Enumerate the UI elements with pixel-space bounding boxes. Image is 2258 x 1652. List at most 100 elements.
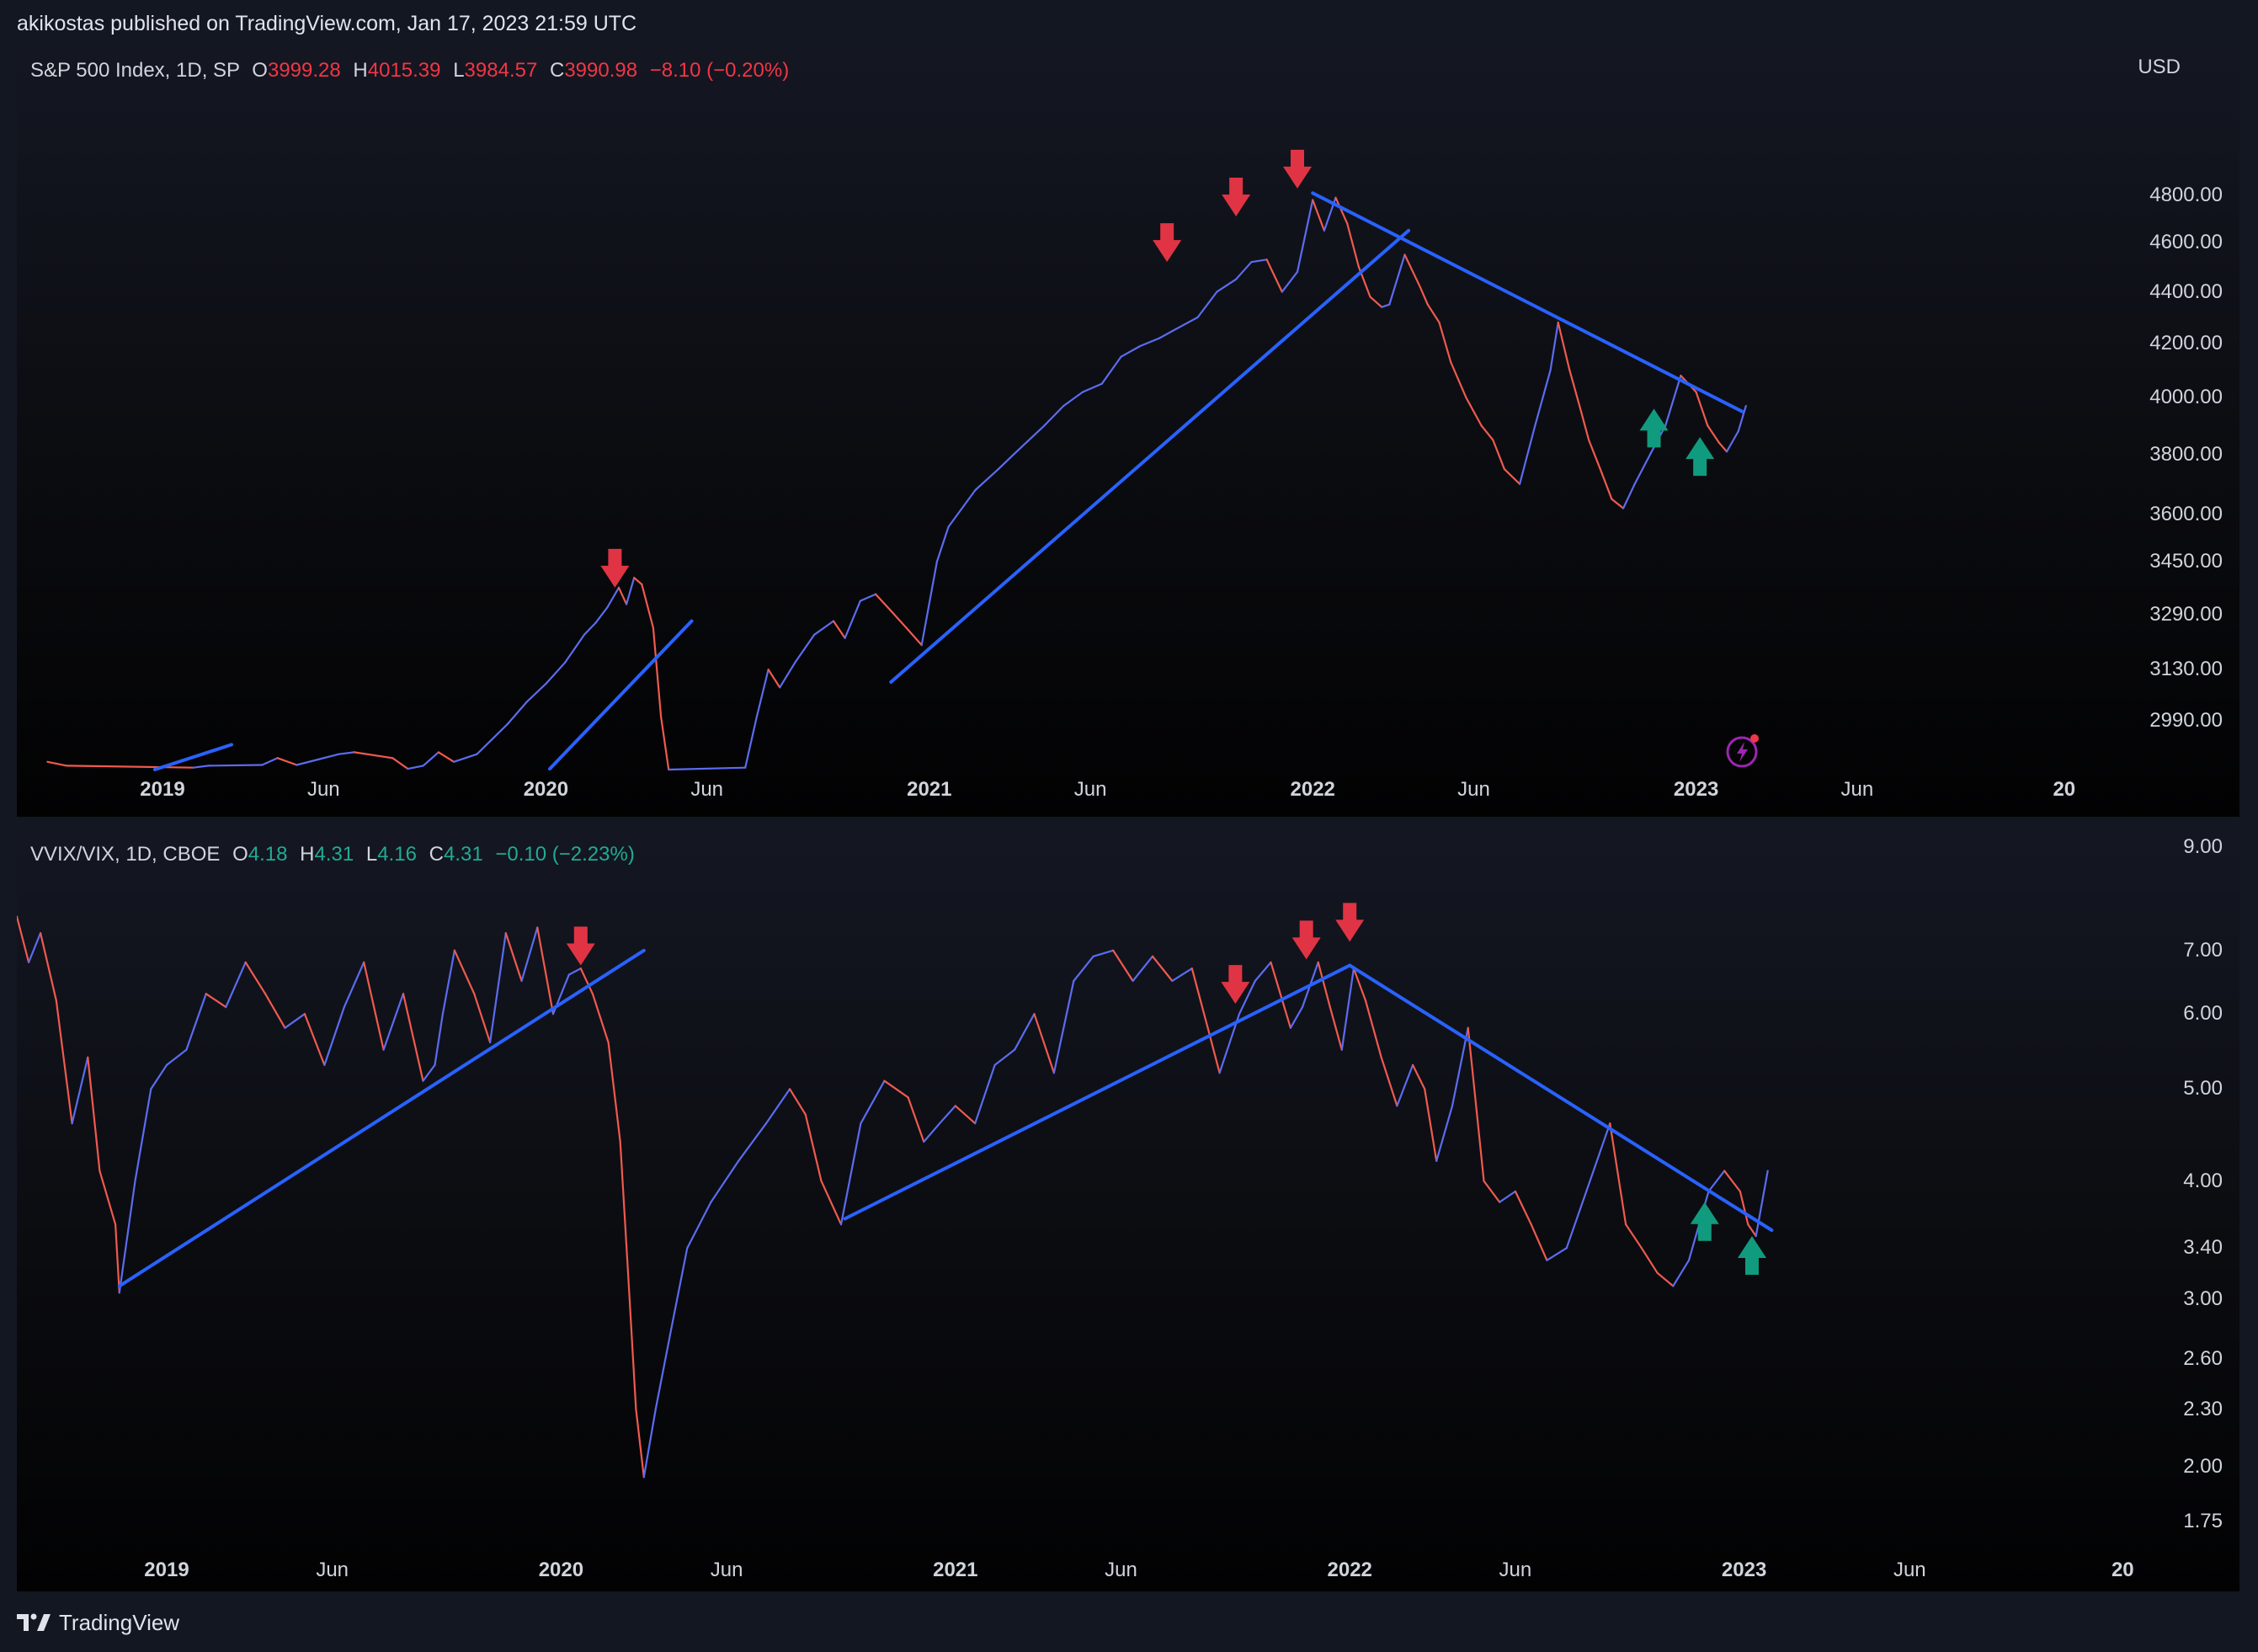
vvix-price-segment (1364, 999, 1382, 1058)
open-key: O (252, 59, 268, 82)
sp500-price-segment (606, 586, 620, 609)
sp500-price-segment (641, 583, 655, 629)
sp500-trendline[interactable] (152, 743, 233, 771)
vvix-price-segment (938, 1105, 956, 1125)
sp500-price-segment (594, 606, 609, 624)
y-tick-label: 4.00 (2183, 1169, 2223, 1192)
sp500-price-segment (1707, 424, 1721, 444)
currency-label[interactable]: USD (2138, 56, 2181, 78)
sp500-price-segment (1579, 410, 1590, 441)
sp500-price-segment (276, 757, 298, 766)
sp500-price-segment (1312, 199, 1326, 232)
vvix-price-segment (87, 1056, 101, 1172)
vvix-price-segment (635, 1408, 645, 1479)
vvix-price-segment (1092, 949, 1115, 957)
sp500-price-segment (192, 765, 210, 769)
vvix-price-segment (1270, 961, 1292, 1029)
x-tick-label: 20 (2053, 778, 2076, 801)
sp500-price-segment (1012, 424, 1046, 456)
tradingview-logo-icon[interactable] (17, 1612, 51, 1633)
vvix-trendline[interactable] (117, 948, 646, 1288)
y-tick-label: 2.30 (2183, 1397, 2223, 1420)
sp500-price-segment (947, 488, 977, 528)
vvix-price-segment (626, 1271, 637, 1410)
x-tick-label: Jun (1105, 1559, 1137, 1581)
sp500-price-segment (1737, 405, 1747, 433)
sp500-trendline[interactable] (548, 619, 694, 771)
y-tick-label: 3.00 (2183, 1287, 2223, 1311)
close-value: 3990.98 (564, 59, 638, 82)
sp500-price-segment (1334, 196, 1349, 225)
vvix-price-segment (993, 1048, 1016, 1066)
sp500-price-segment (832, 620, 846, 639)
vvix-vix-chart-panel[interactable]: VVIX/VIX, 1D, CBOE O4.18 H4.31 L4.16 C4.… (17, 829, 2239, 1591)
vvix-price-segment (303, 1013, 326, 1066)
high-key: H (300, 843, 315, 866)
high-value: 4015.39 (367, 59, 441, 82)
vvix-price-segment (1565, 1190, 1588, 1250)
sp500-price-segment (1695, 391, 1709, 427)
sp500-price-segment (1534, 369, 1552, 427)
y-tick-label: 7.00 (2183, 938, 2223, 962)
sp500-price-segment (1158, 327, 1180, 339)
sp500-price-segment (617, 586, 628, 605)
vvix-price-segment (520, 926, 539, 983)
vvix-price-segment (422, 1063, 436, 1082)
sp500-price-segment (1177, 316, 1199, 329)
vvix-price-segment (804, 1113, 823, 1182)
vvix-price-segment (264, 993, 286, 1029)
y-tick-label: 3130.00 (2149, 658, 2223, 681)
down-arrow-icon (1283, 149, 1313, 189)
vvix-price-segment (1254, 961, 1272, 983)
sp500-price-segment (1403, 253, 1421, 288)
up-arrow-icon (1737, 1235, 1766, 1275)
x-tick-label: Jun (1073, 778, 1107, 801)
vvix-price-segment (839, 1122, 862, 1226)
sp500-trendline[interactable] (889, 228, 1411, 684)
vvix-price-segment (99, 1170, 117, 1226)
sp500-price-segment (46, 760, 68, 767)
sp500-price-segment (813, 620, 835, 636)
sp500-price-segment (452, 753, 478, 763)
vvix-price-segment (205, 993, 227, 1009)
vvix-trendline[interactable] (1348, 963, 1774, 1232)
sp500-chart-panel[interactable]: S&P 500 Index, 1D, SP O3999.28 H4015.39 … (17, 45, 2239, 817)
sp500-trendline[interactable] (1311, 191, 1744, 413)
y-tick-label: 3290.00 (2149, 602, 2223, 626)
vvix-price-segment (441, 949, 456, 1015)
vvix-price-segment (1723, 1170, 1742, 1193)
vvix-vix-plot-area[interactable] (17, 829, 2239, 1591)
close-key: C (429, 843, 444, 866)
lightning-alert-icon[interactable] (1724, 731, 1763, 770)
vvix-price-segment (17, 915, 30, 963)
publisher-caption: akikostas published on TradingView.com, … (17, 12, 637, 35)
vvix-price-segment (567, 967, 582, 976)
x-tick-label: Jun (306, 778, 340, 801)
vvix-symbol[interactable]: VVIX/VIX, 1D, CBOE (30, 843, 221, 866)
vvix-trendline[interactable] (843, 963, 1352, 1221)
vvix-price-segment (591, 993, 610, 1044)
sp500-price-segment (506, 701, 528, 726)
x-tick-label: 2022 (1327, 1559, 1372, 1581)
sp500-symbol[interactable]: S&P 500 Index, 1D, SP (30, 59, 240, 82)
close-value: 4.31 (443, 843, 483, 866)
sp500-price-segment (296, 753, 340, 766)
vvix-price-segment (71, 1056, 89, 1125)
y-tick-label: 3800.00 (2149, 442, 2223, 466)
x-tick-label: Jun (316, 1559, 349, 1581)
sp500-price-segment (1622, 482, 1636, 509)
sp500-plot-area[interactable] (17, 45, 2239, 817)
sp500-price-segment (1234, 261, 1253, 280)
x-tick-label: 2021 (933, 1559, 978, 1581)
vvix-price-segment (382, 993, 405, 1051)
sp500-price-segment (1216, 278, 1238, 293)
vvix-price-segment (225, 961, 247, 1009)
sp500-price-segment (659, 715, 670, 771)
sp500-price-segment (633, 577, 643, 586)
footer-brand[interactable]: TradingView (59, 1609, 180, 1635)
vvix-price-segment (1640, 1247, 1659, 1274)
sp500-price-segment (844, 600, 862, 639)
vvix-price-segment (1546, 1247, 1568, 1261)
sp500-price-segment (1139, 337, 1161, 348)
sp500-price-segment (422, 751, 439, 767)
